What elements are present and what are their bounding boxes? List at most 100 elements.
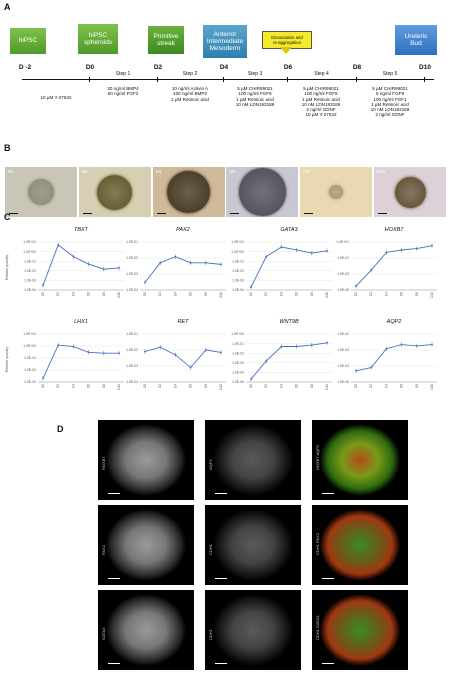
x-tick-label: D8 xyxy=(102,384,106,388)
y-tick-label: 1.0E-03 xyxy=(232,279,244,283)
photo-day-label: D8 xyxy=(303,169,309,174)
stage-box: hiPSC spheroids xyxy=(78,24,118,54)
organoid-signal xyxy=(98,505,194,585)
chart-title: HOXB7 xyxy=(384,227,404,233)
data-point xyxy=(250,378,252,381)
channel-label: CDH1 xyxy=(208,629,213,640)
scale-bar xyxy=(108,577,120,579)
x-tick-label: D10 xyxy=(117,292,121,298)
day-label: D10 xyxy=(419,64,431,71)
x-tick-label: D10 xyxy=(430,292,434,298)
x-tick-label: D8 xyxy=(102,292,106,296)
y-tick-label: 1.0E+01 xyxy=(23,332,36,336)
brightfield-image: D6 xyxy=(226,167,299,217)
x-tick-label: D4 xyxy=(71,292,75,296)
chart-title: WNT9B xyxy=(279,319,299,325)
x-tick-label: D0 xyxy=(354,292,358,296)
data-point xyxy=(42,284,44,287)
spheroid xyxy=(28,179,54,205)
line-chart: 1.0E+01 1.0E-01 1.0E-03 1.0E-05 D0 D2 D4 D6 D8 D1… xyxy=(336,240,437,298)
x-tick-label: D2 xyxy=(56,384,60,388)
stage-box: hiPSC xyxy=(10,28,46,54)
x-tick-label: D8 xyxy=(204,384,208,388)
x-tick-label: D6 xyxy=(87,384,91,388)
series-line xyxy=(355,245,433,287)
step-label: Step 4 xyxy=(314,71,329,77)
chart-title: TBXT xyxy=(73,227,89,233)
day-label: D4 xyxy=(219,64,229,71)
y-tick-label: 1.0E-04 xyxy=(126,288,138,292)
data-point xyxy=(174,353,177,356)
panel-c-letter: C xyxy=(4,212,11,222)
data-point xyxy=(189,366,192,369)
x-tick-label: D10 xyxy=(219,292,223,298)
if-image: GATA3 xyxy=(98,590,194,670)
data-point xyxy=(220,351,222,354)
organoid-signal xyxy=(98,590,194,670)
organoid-signal xyxy=(205,505,301,585)
organoid-signal xyxy=(312,420,408,500)
x-tick-label: D0 xyxy=(41,292,45,296)
x-tick-label: D0 xyxy=(143,384,147,388)
chart-title: GATA3 xyxy=(280,227,298,233)
data-point xyxy=(57,344,60,346)
spheroid xyxy=(238,168,287,216)
y-tick-label: 1.0E-04 xyxy=(232,371,244,375)
stage-box: Anterior Intermediate Mesoderm xyxy=(203,25,247,58)
line-chart: 1.0E+01 1.0E+00 1.0E-01 1.0E-02 1.0E-03 D0 D2 D… xyxy=(23,332,124,390)
channel-label: CDH1 xyxy=(208,544,213,555)
y-tick-label: 1.0E+00 xyxy=(231,250,244,254)
data-point xyxy=(431,244,433,247)
organoid-signal xyxy=(312,590,408,670)
series-line xyxy=(250,246,328,288)
organoid-signal xyxy=(205,590,301,670)
condition-text: 10 ng/ml Activin A 100 ng/ml BMP2 1 µM R… xyxy=(171,86,209,102)
y-tick-label: 1.0E-04 xyxy=(24,288,36,292)
dissociation-box: Dissociation and re-aggregation xyxy=(262,31,312,49)
scale-bar xyxy=(322,492,334,494)
brightfield-image: D0 xyxy=(5,167,77,217)
line-chart: 1.0E+00 1.0E-01 1.0E-02 1.0E-03 1.0E-04 1.0E-… xyxy=(231,332,332,390)
channel-label: HOXB7 AQP2 xyxy=(315,444,320,470)
x-tick-label: D10 xyxy=(325,292,329,298)
x-tick-label: D2 xyxy=(56,292,60,296)
data-point xyxy=(87,263,90,265)
y-tick-label: 1.0E-03 xyxy=(232,361,244,365)
y-tick-label: 1.0E-03 xyxy=(126,272,138,276)
panel-d-letter: D xyxy=(57,424,64,434)
channel-label: PAX2 xyxy=(101,545,106,555)
data-point xyxy=(295,345,298,348)
organoid-signal xyxy=(205,420,301,500)
data-point xyxy=(326,341,328,344)
channel-label: CDH1 PAX2 xyxy=(315,533,320,555)
line-chart: 1.0E+01 1.0E+00 1.0E-01 1.0E-02 1.0E-03 1.0E-… xyxy=(231,240,332,298)
data-point xyxy=(370,269,373,272)
line-chart: 1.0E+01 1.0E+00 1.0E-01 1.0E-02 1.0E-03 1.0E-… xyxy=(23,240,124,298)
y-axis-label: Relative quantity xyxy=(5,346,9,372)
stage-box: Ureteric Bud xyxy=(395,25,437,55)
y-tick-label: 1.0E-02 xyxy=(126,256,138,260)
x-tick-label: D10 xyxy=(117,384,121,390)
y-tick-label: 1.0E-03 xyxy=(337,272,349,276)
x-tick-label: D2 xyxy=(264,384,268,388)
data-point xyxy=(310,344,313,346)
x-tick-label: D8 xyxy=(204,292,208,296)
y-tick-label: 1.0E-01 xyxy=(24,356,36,360)
x-tick-label: D8 xyxy=(415,384,419,388)
y-tick-label: 1.0E-03 xyxy=(337,348,349,352)
series-line xyxy=(144,346,222,369)
y-tick-label: 1.0E+01 xyxy=(23,240,36,244)
data-point xyxy=(415,345,418,347)
y-tick-label: 1.0E-05 xyxy=(337,288,349,292)
x-tick-label: D10 xyxy=(325,384,329,390)
y-tick-label: 1.0E-01 xyxy=(232,342,244,346)
x-tick-label: D2 xyxy=(158,292,162,296)
series-line xyxy=(42,244,120,286)
stage-box: Primitive streak xyxy=(148,26,184,54)
data-point xyxy=(72,255,75,258)
condition-text: 30 ng/ml BMP4 50 ng/ml FGF2 xyxy=(107,86,139,97)
photo-day-label: D4 xyxy=(155,169,162,174)
data-point xyxy=(189,261,192,264)
scale-bar xyxy=(9,212,18,214)
y-tick-label: 1.0E+01 xyxy=(231,240,244,244)
